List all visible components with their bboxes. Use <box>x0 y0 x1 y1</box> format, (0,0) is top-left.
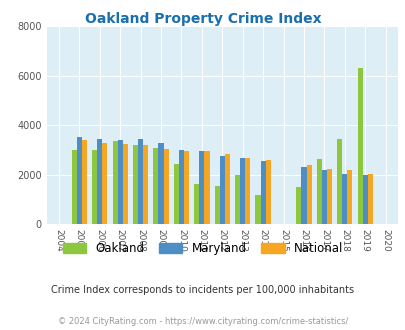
Bar <box>199 151 204 224</box>
Bar <box>260 161 265 224</box>
Bar <box>158 143 163 224</box>
Bar <box>321 170 326 224</box>
Bar <box>301 168 306 224</box>
Bar <box>163 149 168 224</box>
Bar <box>357 69 362 224</box>
Bar <box>326 169 331 224</box>
Bar <box>138 139 143 224</box>
Bar <box>82 140 87 224</box>
Bar <box>234 175 240 224</box>
Bar <box>214 186 219 224</box>
Bar <box>367 174 372 224</box>
Bar <box>296 187 301 224</box>
Bar <box>97 139 102 224</box>
Bar <box>72 150 77 224</box>
Bar <box>117 140 122 224</box>
Bar <box>245 157 250 224</box>
Bar <box>316 159 321 224</box>
Bar <box>362 175 367 224</box>
Bar <box>122 144 128 224</box>
Bar <box>204 151 209 224</box>
Bar <box>224 154 229 224</box>
Text: Oakland Property Crime Index: Oakland Property Crime Index <box>85 12 320 25</box>
Bar <box>173 164 179 224</box>
Bar <box>347 170 352 224</box>
Bar <box>183 151 189 224</box>
Bar <box>77 137 82 224</box>
Bar <box>240 157 245 224</box>
Bar <box>143 145 148 224</box>
Bar <box>306 165 311 224</box>
Bar <box>265 160 270 224</box>
Bar <box>255 195 260 224</box>
Bar <box>219 156 224 224</box>
Bar <box>179 150 183 224</box>
Bar <box>132 145 138 224</box>
Bar <box>341 174 347 224</box>
Bar <box>102 143 107 224</box>
Bar <box>194 183 199 224</box>
Bar <box>112 142 117 224</box>
Legend: Oakland, Maryland, National: Oakland, Maryland, National <box>58 237 347 260</box>
Text: Crime Index corresponds to incidents per 100,000 inhabitants: Crime Index corresponds to incidents per… <box>51 285 354 295</box>
Bar <box>336 139 341 224</box>
Bar <box>153 148 158 224</box>
Text: © 2024 CityRating.com - https://www.cityrating.com/crime-statistics/: © 2024 CityRating.com - https://www.city… <box>58 317 347 326</box>
Bar <box>92 150 97 224</box>
